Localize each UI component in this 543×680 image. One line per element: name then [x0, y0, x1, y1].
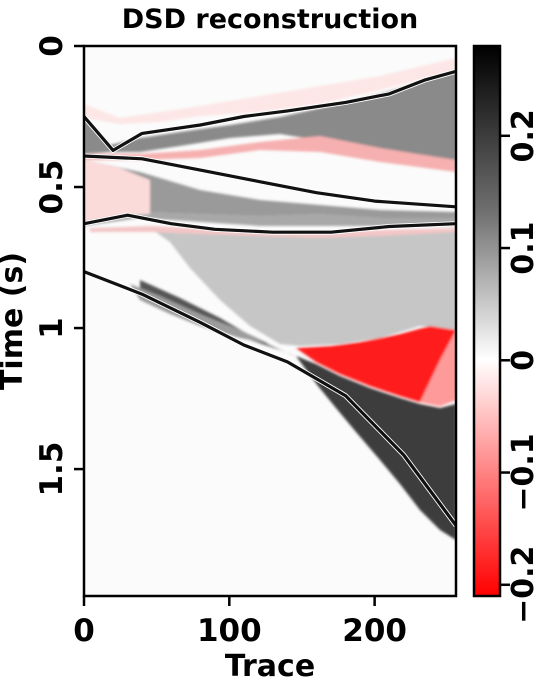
dark-smear-left	[140, 280, 296, 356]
seismic-image	[84, 58, 456, 540]
gray-band-middle	[84, 160, 456, 224]
x-axis-label: Trace	[225, 649, 315, 680]
x-axis: 0 100 200	[73, 596, 407, 649]
colorbar-tick-label: 0.1	[506, 221, 541, 274]
y-tick-label: 0.5	[34, 160, 70, 215]
y-tick-label: 1	[34, 317, 70, 339]
colorbar-tick-label: 0	[506, 350, 541, 371]
event-dipping-event	[84, 270, 456, 527]
y-tick-label: 1.5	[34, 442, 70, 497]
pink-band-upper	[84, 136, 456, 172]
red-zone-fade	[420, 330, 456, 406]
plot-frame	[82, 44, 458, 598]
pink-zone-left	[84, 160, 150, 222]
colorbar-tick-label: −0.2	[506, 546, 541, 624]
x-tick-label: 100	[197, 613, 262, 649]
gray-smear-left	[130, 284, 270, 344]
light-gray-lower	[150, 228, 456, 346]
x-tick-label: 200	[342, 613, 407, 649]
x-tick-label: 0	[73, 613, 95, 649]
gray-band-middle-lower	[84, 212, 456, 226]
event-reflector-2	[84, 154, 456, 209]
chart-title: DSD reconstruction	[122, 4, 419, 35]
event-reflector-3	[84, 213, 456, 234]
event-reflector-1	[84, 69, 456, 152]
colorbar	[472, 44, 502, 598]
colorbar-tick-label: −0.1	[506, 433, 541, 511]
colorbar-ticks: 0.2 0.1 0 −0.1 −0.2	[500, 109, 541, 624]
colorbar-tick-label: 0.2	[506, 109, 541, 162]
y-axis: 0 0.5 1 1.5	[34, 35, 84, 497]
y-axis-label: Time (s)	[0, 252, 30, 390]
gray-wedge-upper	[84, 70, 456, 160]
red-zone	[296, 326, 456, 406]
y-tick-label: 0	[34, 35, 70, 57]
events-layer	[84, 68, 456, 527]
dark-wedge-bottom	[296, 356, 456, 540]
